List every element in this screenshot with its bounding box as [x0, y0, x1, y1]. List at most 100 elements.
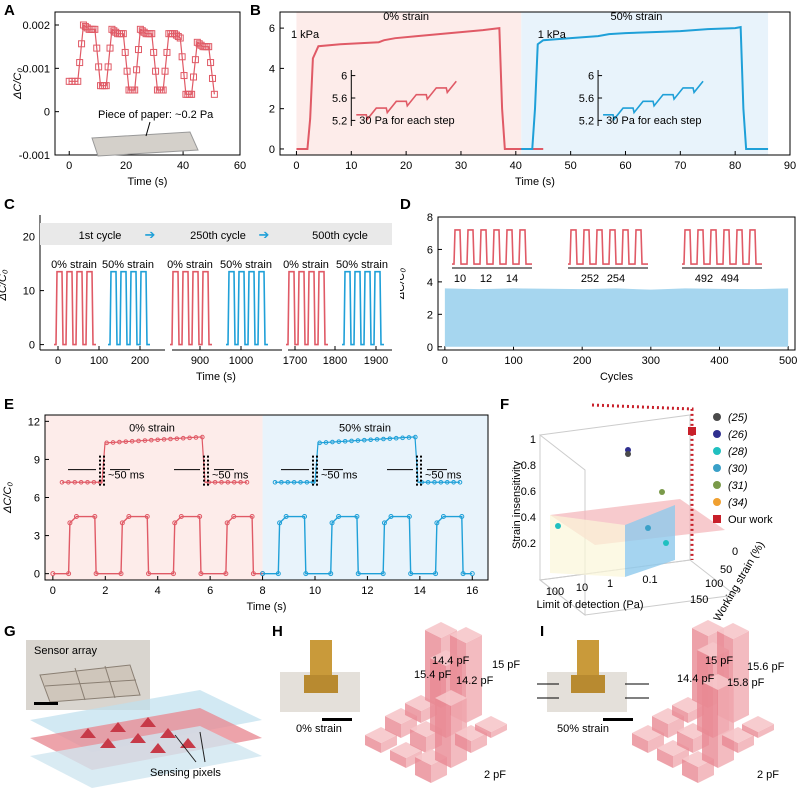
x-tick-label: 1000 [229, 355, 253, 367]
panel-label-h: H [272, 623, 283, 640]
legend-label: (28) [728, 446, 748, 458]
inset-note: 30 Pa for each step [359, 115, 454, 127]
cycle-label: 1st cycle [79, 230, 122, 242]
data-marker [129, 86, 137, 94]
inset-note: 30 Pa for each step [606, 115, 701, 127]
bar-side [406, 750, 422, 768]
inset-marker [238, 479, 243, 485]
inset-tick-label: 10 [454, 273, 466, 285]
data-marker [157, 86, 165, 94]
data-marker [170, 571, 176, 577]
inset-marker [349, 438, 354, 444]
x-tick-label: 40 [510, 160, 522, 172]
x-tick-label: 70 [674, 160, 686, 172]
cycle-label: 500th cycle [312, 230, 368, 242]
inset-marker [355, 438, 361, 443]
inset-marker [136, 438, 141, 444]
x-tick-label: 30 [455, 160, 467, 172]
x-tick-label: 6 [207, 585, 213, 597]
inset-marker [387, 436, 393, 441]
inset-tick-label: 5.2 [332, 115, 347, 127]
legend-label: (31) [728, 480, 748, 492]
x-tick-label: 60 [234, 160, 246, 172]
bar-side [722, 735, 738, 753]
data-marker [283, 514, 289, 520]
inset-marker [342, 438, 348, 444]
x-tick-label: 10 [576, 582, 588, 594]
data-marker [161, 67, 169, 75]
bar-side [405, 703, 421, 723]
data-point [625, 451, 631, 457]
strain-label: 0% strain [283, 259, 329, 271]
bar-side [673, 748, 689, 768]
data-marker [121, 48, 129, 56]
series-50-strain [521, 25, 769, 150]
inset-marker [59, 479, 65, 485]
data-marker [223, 571, 229, 577]
bar-side [475, 724, 491, 738]
bar-top [475, 716, 507, 732]
value-h-5: 2 pF [484, 769, 506, 781]
data-marker [117, 30, 125, 38]
inset-marker [374, 437, 380, 442]
x-tick-label: 12 [361, 585, 373, 597]
y-tick-label: 10 [23, 286, 35, 298]
inset-marker [200, 434, 205, 440]
x-axis-label: Limit of detection (Pa) [537, 599, 644, 611]
x-tick-label: 20 [400, 160, 412, 172]
data-marker [119, 520, 125, 526]
title-0-strain: 0% strain [383, 11, 429, 23]
bar-side [466, 635, 482, 723]
value-h-3: 15 pF [492, 659, 520, 671]
data-marker [174, 33, 182, 41]
bar-side [672, 705, 688, 723]
value-i-1: 15 pF [705, 655, 733, 667]
cycle-arrow: ➔ [145, 227, 156, 242]
title-50-strain: 50% strain [610, 11, 662, 23]
y-tick-label: 0 [427, 342, 433, 354]
x-tick-label: 16 [466, 585, 478, 597]
bar-side [390, 750, 406, 768]
response-label: ~50 ms [321, 469, 358, 481]
x-tick-label: 0 [55, 355, 61, 367]
cycle-banner [40, 223, 392, 245]
data-marker [126, 514, 132, 520]
data-marker [163, 48, 171, 56]
pressure-label-right: 1 kPa [538, 29, 567, 41]
bar-side [632, 733, 648, 753]
data-marker [172, 31, 180, 39]
bar-side [385, 716, 401, 738]
bar-side [471, 733, 487, 753]
data-marker [380, 571, 386, 577]
data-marker [231, 514, 237, 520]
y-tick-label: 3 [34, 531, 40, 543]
data-marker [249, 514, 255, 520]
data-marker [134, 46, 142, 54]
x-tick-label: 10 [309, 585, 321, 597]
data-marker [78, 40, 86, 48]
capacitance-map-i: 50% strain 15 pF 15.6 pF 14.4 pF 15.8 pF… [537, 620, 785, 783]
y-axis-label: ΔC/C₀ [2, 482, 14, 514]
data-marker [224, 520, 230, 526]
x-tick-label: 900 [191, 355, 209, 367]
data-marker [302, 514, 308, 520]
x-tick-label: 200 [131, 355, 149, 367]
pulse-group [54, 270, 96, 346]
inset-tick-label: 5.6 [579, 93, 594, 105]
data-marker [329, 520, 335, 526]
inset-marker [444, 479, 450, 485]
data-marker [440, 514, 446, 520]
series-50-strain [262, 515, 473, 575]
inset-pulses [452, 229, 532, 265]
legend-marker [713, 447, 721, 455]
legend-marker [713, 481, 721, 489]
data-marker [434, 520, 440, 526]
inset-marker [381, 436, 386, 442]
y-tick-label: 0 [29, 340, 35, 352]
strain-label-h: 0% strain [296, 723, 342, 735]
data-marker [210, 90, 218, 98]
x-tick-label: 200 [573, 355, 591, 367]
series-0-strain [52, 515, 263, 575]
inset-marker [317, 440, 322, 446]
x-tick-label: 8 [260, 585, 266, 597]
